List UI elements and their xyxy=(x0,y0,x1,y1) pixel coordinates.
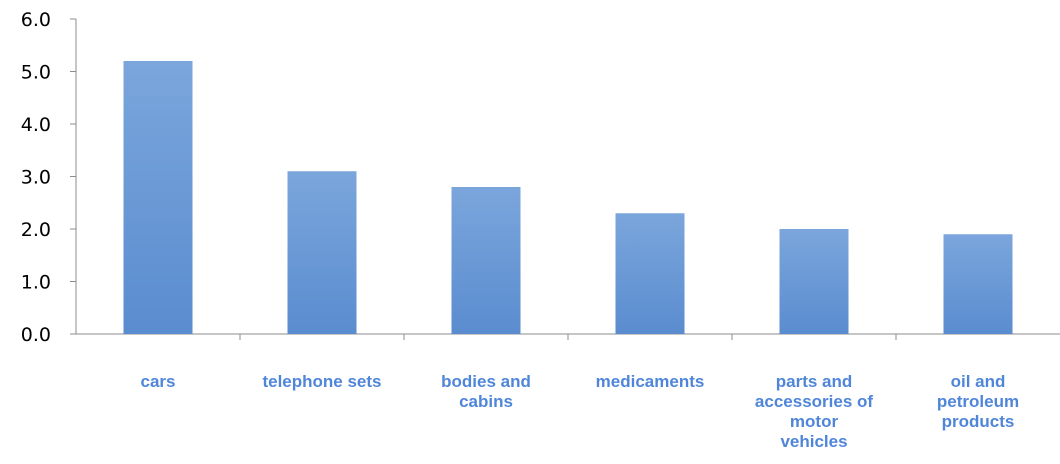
bar xyxy=(123,61,193,334)
y-tick-label: 4.0 xyxy=(21,114,51,136)
chart-axes xyxy=(70,18,1060,340)
y-tick-label: 2.0 xyxy=(21,219,51,241)
bar xyxy=(943,234,1013,334)
y-tick-label: 6.0 xyxy=(21,9,51,31)
x-category-label: telephone sets xyxy=(262,372,381,391)
x-category-label: cars xyxy=(141,372,176,391)
bar-series xyxy=(123,61,1013,334)
y-tick-label: 1.0 xyxy=(21,272,51,294)
bar xyxy=(287,171,357,334)
bar xyxy=(779,229,849,334)
y-tick-label: 3.0 xyxy=(21,167,51,189)
y-tick-label: 0.0 xyxy=(21,324,51,346)
y-tick-label: 5.0 xyxy=(21,62,51,84)
x-axis-category-labels: cars telephone sets bodies and cabins medica… xyxy=(141,372,1020,451)
x-category-label: medicaments xyxy=(596,372,705,391)
bar xyxy=(451,187,521,334)
x-category-label: bodies and cabins xyxy=(441,372,531,411)
y-axis-tick-labels: 0.0 1.0 2.0 3.0 4.0 5.0 6.0 xyxy=(21,9,51,346)
bar xyxy=(615,213,685,334)
x-category-label: oil and petroleum products xyxy=(937,372,1019,431)
x-category-label: parts and accessories of motor vehicles xyxy=(755,372,873,451)
